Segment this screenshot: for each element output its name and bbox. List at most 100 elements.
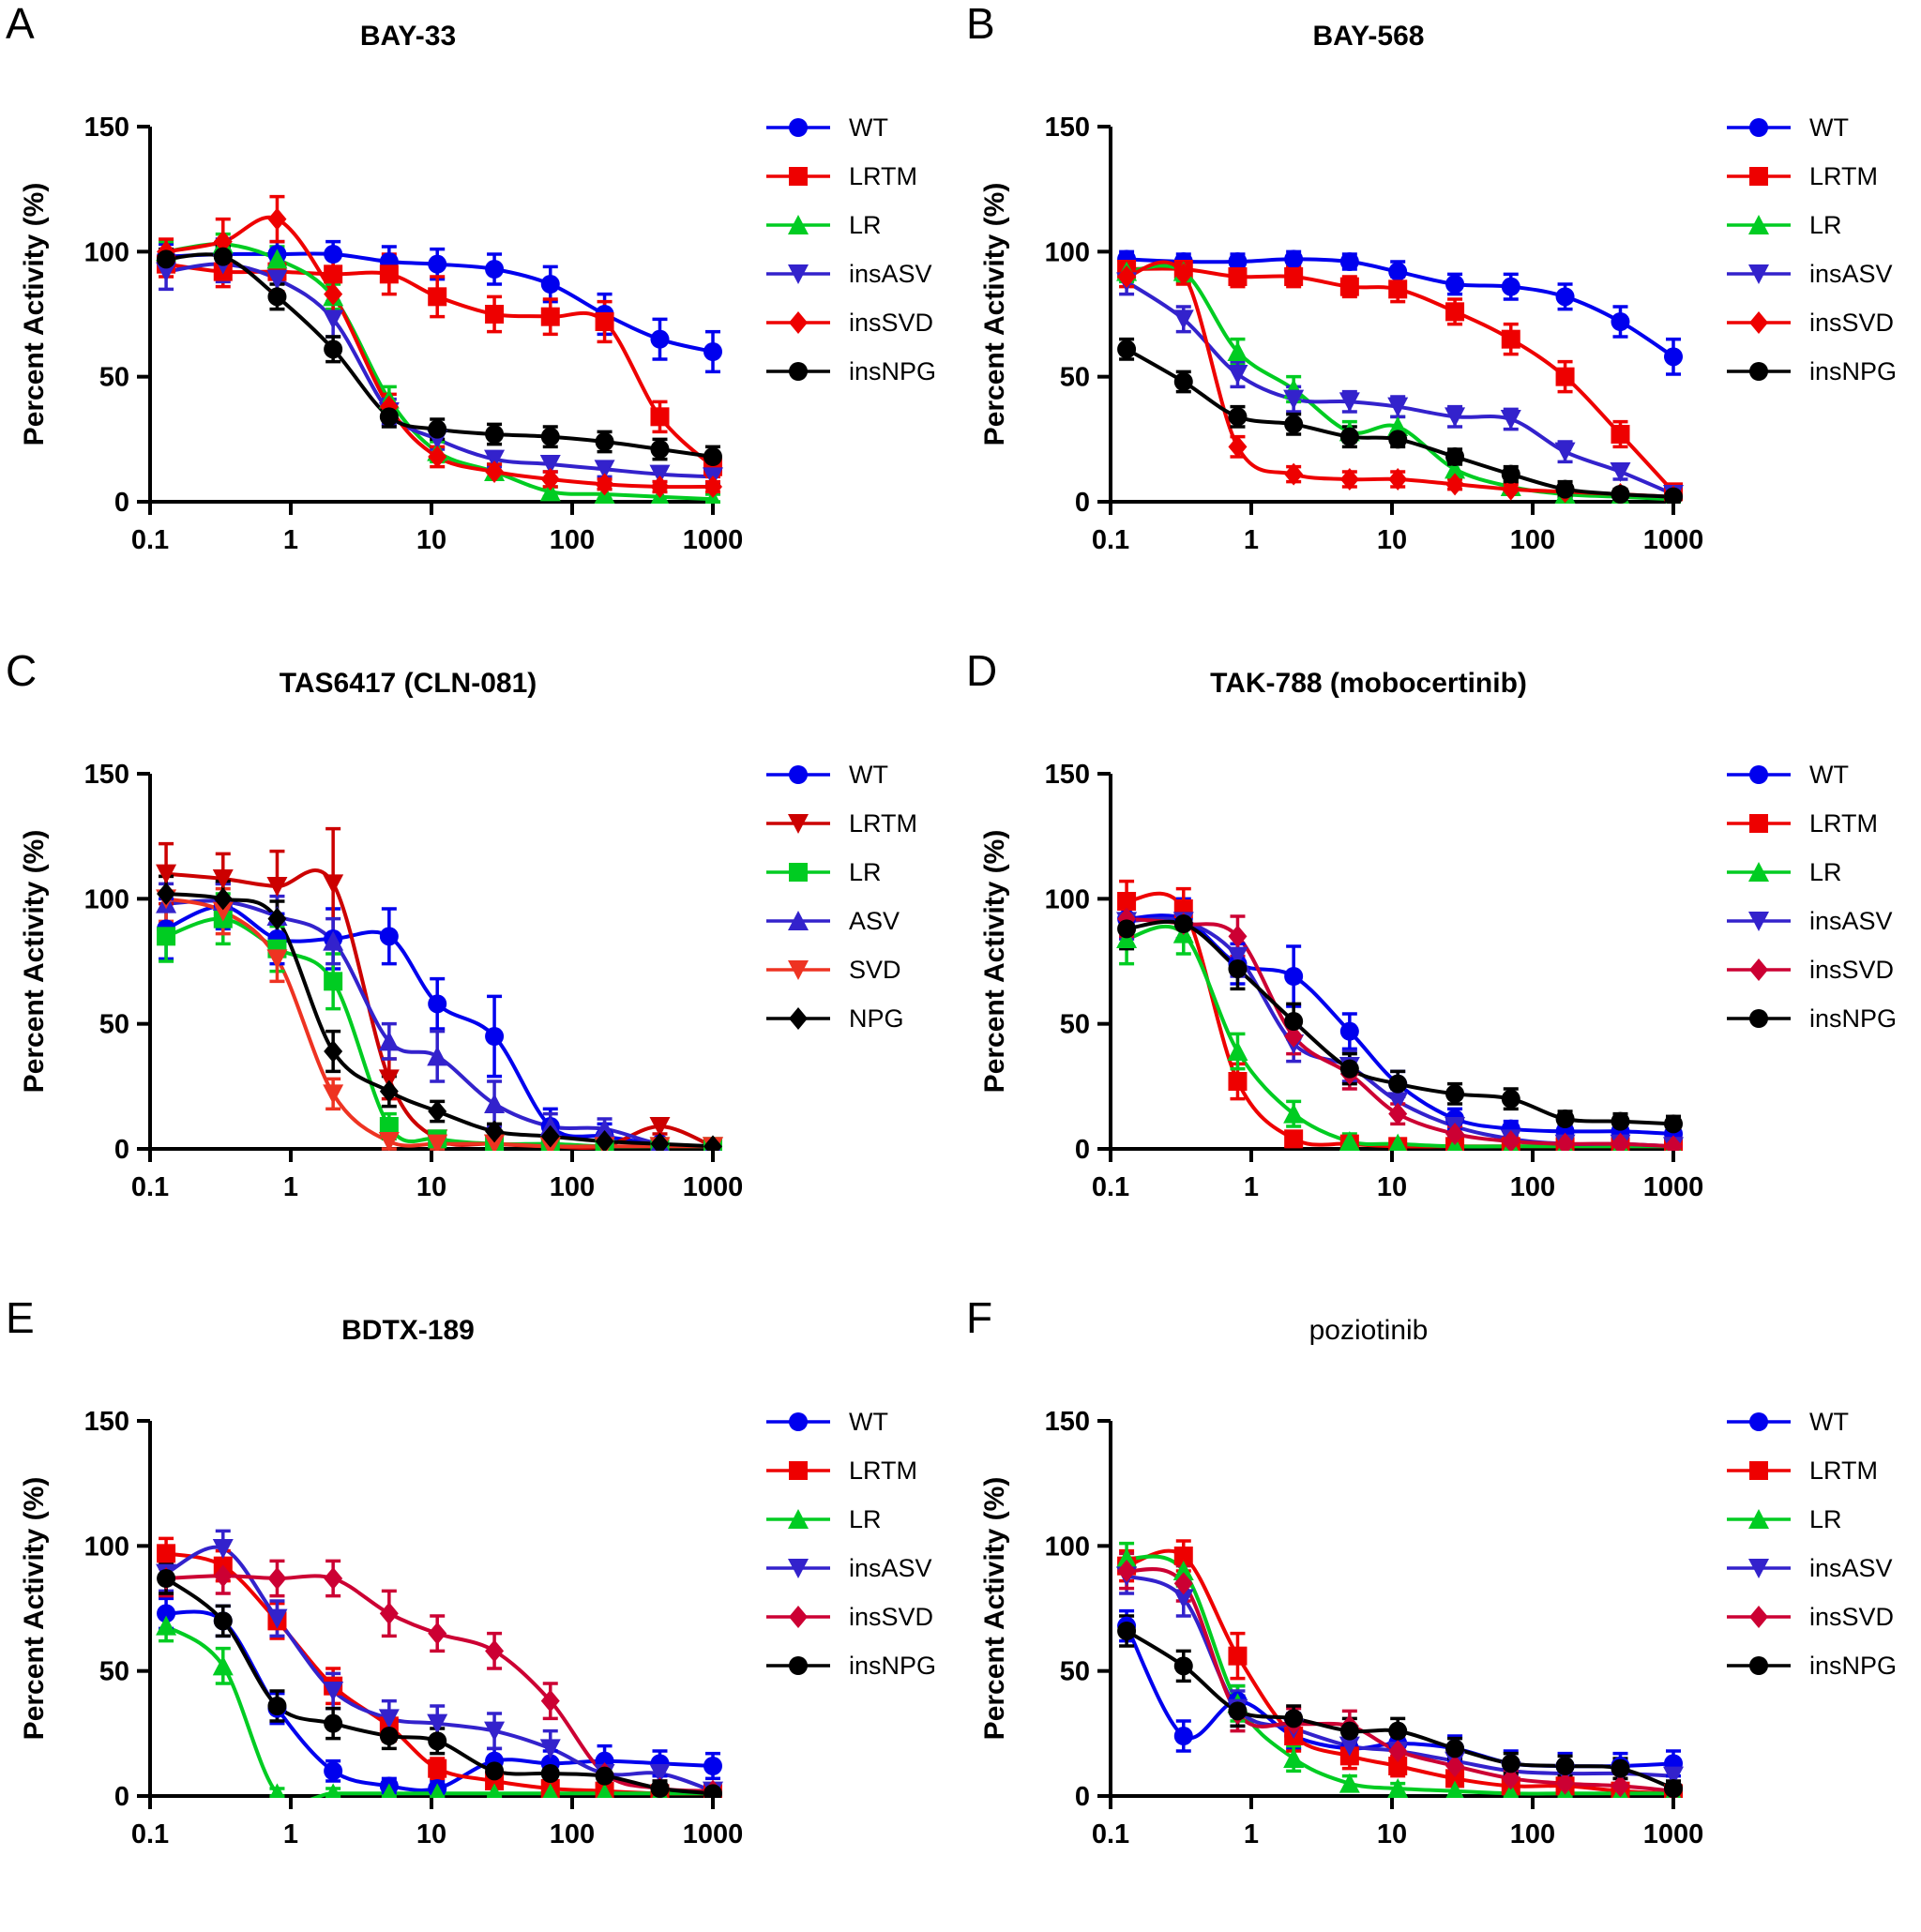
legend-item-insNPG[interactable]: insNPG: [1725, 994, 1897, 1043]
x-tick-label: 1000: [683, 525, 744, 555]
legend-label: LRTM: [849, 1456, 918, 1485]
y-axis-title: Percent Activity (%): [979, 830, 1010, 1094]
y-tick-label: 50: [99, 363, 129, 393]
x-tick-label: 1000: [1643, 1172, 1704, 1202]
legend-item-LRTM[interactable]: LRTM: [1725, 152, 1897, 201]
y-tick-label: 50: [99, 1010, 129, 1040]
x-tick-label: 0.1: [1092, 525, 1129, 555]
y-axis-title: Percent Activity (%): [979, 1477, 1010, 1741]
legend-label: LRTM: [1809, 161, 1879, 190]
legend-label: LR: [1809, 857, 1842, 886]
legend-marker-square-icon: [1725, 1457, 1792, 1485]
legend: WT LRTM LR insASV insSVD insNPG: [1725, 103, 1897, 396]
legend-label: WT: [1809, 1407, 1849, 1436]
panel-letter: F: [966, 1293, 993, 1342]
y-tick-label: 150: [1045, 113, 1090, 143]
legend-marker-circle-icon: [1725, 113, 1792, 142]
legend-item-LR[interactable]: LR: [1725, 201, 1897, 249]
legend-item-insASV[interactable]: insASV: [764, 249, 936, 298]
legend-item-insSVD[interactable]: insSVD: [764, 1592, 936, 1641]
legend-marker-square-icon: [764, 1457, 832, 1485]
legend-label: LR: [849, 210, 882, 239]
y-tick-label: 50: [1060, 1657, 1090, 1687]
legend-item-insASV[interactable]: insASV: [1725, 249, 1897, 298]
panel-letter: A: [6, 0, 35, 48]
y-tick-label: 50: [99, 1657, 129, 1687]
legend-label: ASV: [849, 906, 900, 935]
x-tick-label: 100: [550, 1819, 595, 1849]
legend-item-insASV[interactable]: insASV: [1725, 1544, 1897, 1592]
legend-marker-circle-icon: [1725, 761, 1792, 789]
legend-item-LR[interactable]: LR: [764, 201, 936, 249]
legend-item-insSVD[interactable]: insSVD: [1725, 1592, 1897, 1641]
x-tick-label: 1: [1244, 525, 1259, 555]
legend-item-LR[interactable]: LR: [764, 848, 917, 897]
x-tick-label: 1000: [1643, 1819, 1704, 1849]
legend-label: insNPG: [849, 1651, 937, 1680]
y-tick-label: 0: [114, 488, 129, 518]
legend-item-insASV[interactable]: insASV: [764, 1544, 936, 1592]
legend-item-WT[interactable]: WT: [764, 103, 936, 152]
y-axis-title: Percent Activity (%): [979, 183, 1010, 446]
legend-item-LRTM[interactable]: LRTM: [1725, 799, 1897, 848]
legend-marker-triangle-down-icon: [764, 809, 832, 838]
legend-marker-diamond-icon: [764, 1603, 832, 1631]
legend-marker-triangle-icon: [764, 907, 832, 935]
legend-marker-triangle-icon: [1725, 211, 1792, 239]
x-tick-label: 10: [416, 1819, 446, 1849]
legend-item-insSVD[interactable]: insSVD: [1725, 945, 1897, 994]
legend-item-WT[interactable]: WT: [764, 750, 917, 799]
legend-item-insNPG[interactable]: insNPG: [764, 347, 936, 396]
x-tick-label: 10: [416, 525, 446, 555]
legend-marker-square-icon: [1725, 809, 1792, 838]
y-tick-label: 50: [1060, 1010, 1090, 1040]
legend-item-LR[interactable]: LR: [764, 1495, 936, 1544]
legend-item-insNPG[interactable]: insNPG: [1725, 1641, 1897, 1690]
legend-item-ASV[interactable]: ASV: [764, 897, 917, 945]
legend-item-insNPG[interactable]: insNPG: [764, 1641, 936, 1690]
legend-marker-circle-icon: [1725, 1004, 1792, 1033]
x-tick-label: 10: [1377, 1172, 1407, 1202]
legend-label: insASV: [849, 1553, 932, 1582]
legend-item-WT[interactable]: WT: [1725, 103, 1897, 152]
legend-item-insSVD[interactable]: insSVD: [764, 298, 936, 347]
legend-item-insNPG[interactable]: insNPG: [1725, 347, 1897, 396]
legend-item-LRTM[interactable]: LRTM: [764, 152, 936, 201]
x-tick-label: 1000: [683, 1819, 744, 1849]
legend-item-WT[interactable]: WT: [1725, 1397, 1897, 1446]
legend-item-LRTM[interactable]: LRTM: [764, 1446, 936, 1495]
legend: WT LRTM LR insASV insSVD insNPG: [764, 1397, 936, 1690]
legend-label: insASV: [1809, 259, 1893, 288]
y-tick-label: 0: [1075, 1782, 1090, 1812]
series-curve-insNPG: [165, 252, 714, 459]
x-tick-label: 100: [1510, 1819, 1555, 1849]
legend-label: insNPG: [1809, 1651, 1898, 1680]
legend-marker-diamond-icon: [764, 309, 832, 337]
legend-label: insNPG: [1809, 356, 1898, 385]
legend-item-WT[interactable]: WT: [764, 1397, 936, 1446]
panel-title: TAS6417 (CLN-081): [279, 668, 537, 699]
panel-a: ABAY-330501001500.11101001000Concentrati…: [0, 0, 960, 638]
panel-letter: C: [6, 646, 38, 695]
legend-item-LR[interactable]: LR: [1725, 1495, 1897, 1544]
panel-letter: D: [966, 646, 998, 695]
legend-item-SVD[interactable]: SVD: [764, 945, 917, 994]
x-tick-label: 0.1: [1092, 1172, 1129, 1202]
legend-item-WT[interactable]: WT: [1725, 750, 1897, 799]
legend-item-NPG[interactable]: NPG: [764, 994, 917, 1043]
legend-item-insASV[interactable]: insASV: [1725, 897, 1897, 945]
legend-item-LRTM[interactable]: LRTM: [764, 799, 917, 848]
legend-item-LRTM[interactable]: LRTM: [1725, 1446, 1897, 1495]
legend-label: SVD: [849, 955, 901, 984]
legend: WT LRTM LR ASV SVD NPG: [764, 750, 917, 1043]
legend-marker-circle-icon: [1725, 357, 1792, 385]
legend-item-LR[interactable]: LR: [1725, 848, 1897, 897]
legend-item-insSVD[interactable]: insSVD: [1725, 298, 1897, 347]
legend-marker-triangle-down-icon: [1725, 1554, 1792, 1582]
legend-label: WT: [1809, 113, 1849, 142]
